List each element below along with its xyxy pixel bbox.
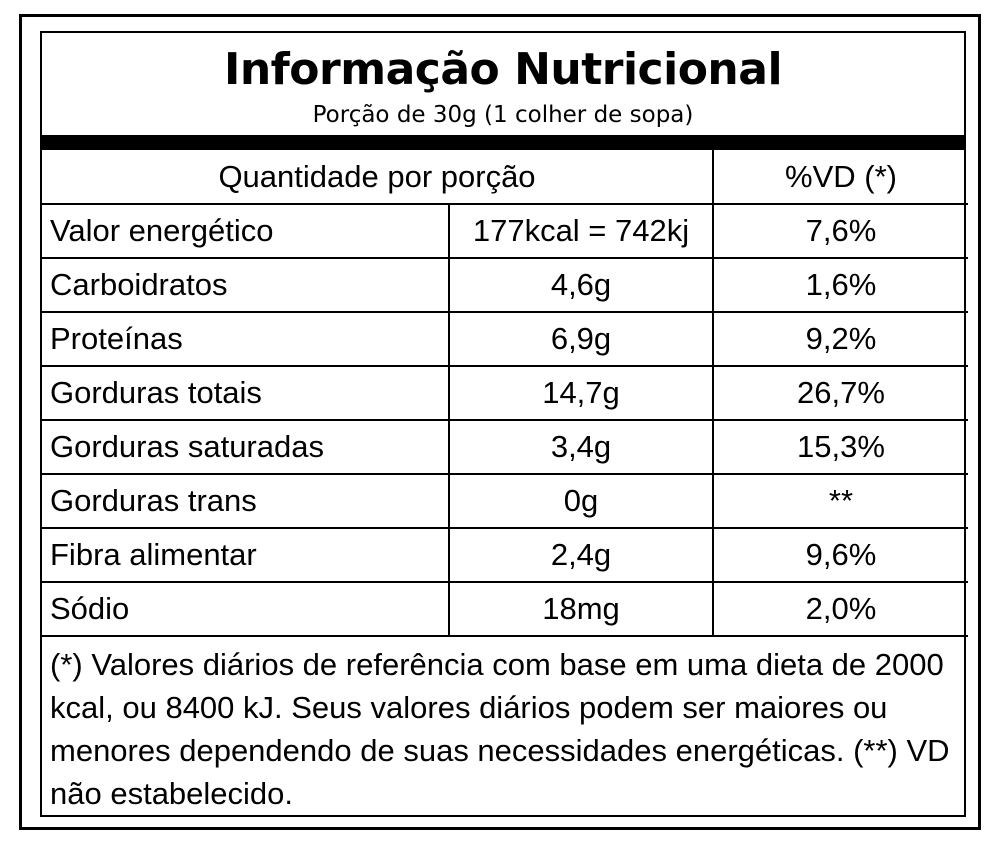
nutrition-label-outer-frame: Informação Nutricional Porção de 30g (1 … <box>19 14 981 830</box>
table-row: Gorduras saturadas 3,4g 15,3% <box>42 419 968 475</box>
serving-size: Porção de 30g (1 colher de sopa) <box>312 102 694 128</box>
nutrient-amount: 18mg <box>448 581 714 637</box>
daily-value-header: %VD (*) <box>712 150 968 205</box>
table-header-row: Quantidade por porção %VD (*) <box>42 150 968 205</box>
table-row: Gorduras trans 0g ** <box>42 473 968 529</box>
nutrient-name: Valor energético <box>42 203 450 259</box>
table-row: Gorduras totais 14,7g 26,7% <box>42 365 968 421</box>
nutrient-amount: 3,4g <box>448 419 714 475</box>
nutrient-amount: 4,6g <box>448 257 714 313</box>
nutrition-label: Informação Nutricional Porção de 30g (1 … <box>40 31 968 817</box>
header-divider <box>42 135 964 150</box>
nutrient-amount: 6,9g <box>448 311 714 367</box>
nutrient-amount: 0g <box>448 473 714 529</box>
nutrient-dv: 26,7% <box>712 365 968 421</box>
nutrient-name: Gorduras saturadas <box>42 419 450 475</box>
nutrient-name: Proteínas <box>42 311 450 367</box>
table-row: Carboidratos 4,6g 1,6% <box>42 257 968 313</box>
nutrient-amount: 2,4g <box>448 527 714 583</box>
nutrition-table: Quantidade por porção %VD (*) Valor ener… <box>42 150 968 637</box>
table-row: Proteínas 6,9g 9,2% <box>42 311 968 367</box>
nutrient-dv: ** <box>712 473 968 529</box>
nutrient-dv: 9,6% <box>712 527 968 583</box>
nutrient-name: Fibra alimentar <box>42 527 450 583</box>
label-title: Informação Nutricional <box>223 44 783 95</box>
quantity-per-serving-header: Quantidade por porção <box>42 150 714 205</box>
nutrient-name: Sódio <box>42 581 450 637</box>
nutrient-dv: 9,2% <box>712 311 968 367</box>
nutrient-amount: 177kcal = 742kj <box>448 203 714 259</box>
table-row: Valor energético 177kcal = 742kj 7,6% <box>42 203 968 259</box>
nutrient-dv: 1,6% <box>712 257 968 313</box>
label-header: Informação Nutricional Porção de 30g (1 … <box>42 33 964 135</box>
nutrient-dv: 7,6% <box>712 203 968 259</box>
nutrient-amount: 14,7g <box>448 365 714 421</box>
nutrient-dv: 2,0% <box>712 581 968 637</box>
nutrient-dv: 15,3% <box>712 419 968 475</box>
footnote: (*) Valores diários de referência com ba… <box>50 647 950 811</box>
table-row: Fibra alimentar 2,4g 9,6% <box>42 527 968 583</box>
nutrient-name: Gorduras trans <box>42 473 450 529</box>
nutrient-name: Gorduras totais <box>42 365 450 421</box>
table-row: Sódio 18mg 2,0% <box>42 581 968 637</box>
nutrient-name: Carboidratos <box>42 257 450 313</box>
